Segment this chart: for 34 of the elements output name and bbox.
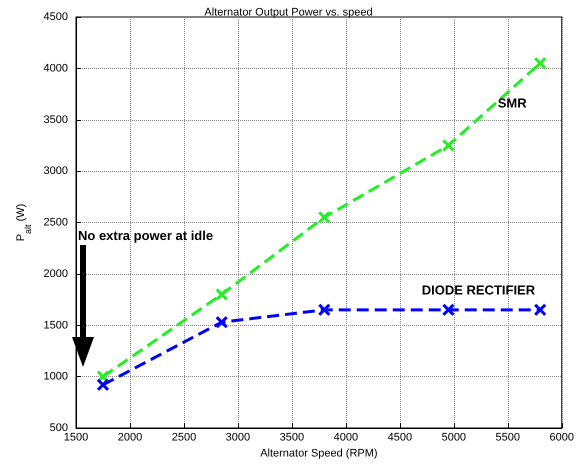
y-tick-label: 1500 [44,319,68,332]
x-tick-label: 3500 [280,432,304,444]
point [318,210,331,224]
y-tick-label: 4500 [44,11,68,23]
point [215,316,228,329]
series-label: DIODE RECTIFIER [422,282,536,298]
x-tick-label: 2000 [118,432,142,444]
x-tick-label: 1500 [64,432,88,444]
point [442,138,455,152]
y-tick-label: 3000 [44,165,68,178]
y-tick-label: 2500 [44,216,68,228]
x-tick-label: 4000 [334,432,358,444]
y-tick-label: 3500 [44,114,68,126]
x-tick-label: 3000 [226,432,250,444]
x-tick-label: 4500 [388,432,412,444]
x-tick-label: 6000 [550,432,574,444]
point [96,378,110,392]
series-label: SMR [498,96,528,111]
y-tick-label: 1000 [44,370,68,383]
x-tick-label: 2500 [172,432,196,444]
y-tick-label: 4000 [44,62,68,74]
x-axis-title: Alternator Speed (RPM) [260,448,378,460]
x-tick-label: 5500 [496,432,520,444]
point [534,56,547,70]
y-tick-label: 2000 [44,268,68,280]
point [442,303,455,316]
point [318,303,331,316]
point [534,303,547,316]
annotation: No extra power at idle [78,228,214,243]
y-tick-label: 500 [50,422,68,434]
point [215,288,228,301]
x-tick-label: 5000 [442,432,466,444]
chart-title: Alternator Output Power vs. speed [204,6,373,18]
y-axis-title: Palt (W) [15,204,34,242]
